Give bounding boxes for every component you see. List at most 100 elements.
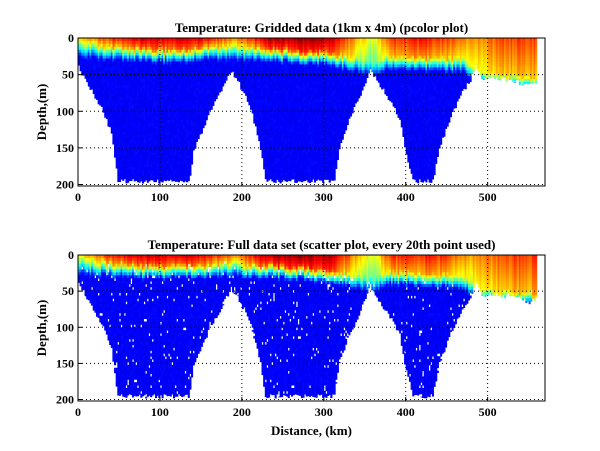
cell [125,122,128,127]
cell [141,140,144,144]
cell [118,131,121,136]
cell [140,122,143,127]
cell [132,134,135,139]
cell [179,76,182,80]
cell [177,76,180,80]
cell [125,64,128,68]
cell [104,87,107,92]
cell [81,49,84,54]
cell [114,90,117,95]
cell [99,90,102,95]
cell [114,128,117,133]
cell [148,164,151,168]
cell [141,87,144,92]
cell [174,111,177,115]
cell [150,46,153,51]
cell [125,155,128,159]
cell [122,84,125,89]
cell [177,67,180,71]
cell [132,70,135,74]
cell [176,64,179,68]
cell [100,87,103,92]
cell [177,38,180,42]
cell [127,155,130,159]
cell [89,52,92,56]
cell [150,58,153,62]
cell [159,58,162,62]
cell [146,137,149,141]
cell [166,161,169,165]
cell [166,152,169,156]
cell [141,61,144,65]
cell [94,38,97,42]
cell [133,87,136,92]
cell [151,38,154,42]
cell [171,61,174,65]
cell [138,40,141,45]
cell [117,40,120,45]
cell [163,172,166,177]
cell [155,64,158,68]
cell [169,158,172,162]
cell [123,134,126,139]
cell [151,134,154,139]
cell [104,64,107,68]
cell [143,172,146,177]
cell [107,40,110,45]
cell [96,79,99,83]
cell [173,128,176,133]
cell [148,70,151,74]
cell [135,146,138,150]
cell [127,169,130,174]
cell [150,137,153,141]
cell [171,96,174,100]
cell [155,108,158,112]
cell [128,67,131,71]
cell [136,158,140,162]
cell [91,49,94,54]
cell [171,114,174,118]
cell [133,64,136,68]
cell [136,152,140,156]
cell [171,166,174,171]
cell [181,161,184,165]
cell [176,43,179,48]
cell [100,96,103,100]
cell [100,99,103,103]
cell [84,43,87,48]
cell [168,67,171,71]
cell [155,178,158,182]
cell [158,172,161,177]
cell [171,87,174,92]
cell [148,172,151,177]
cell [141,111,144,115]
cell [132,40,135,45]
cell [150,175,153,180]
cell [117,76,120,80]
cell [148,76,151,80]
cell [132,46,135,51]
cell [86,38,89,42]
cell [163,43,166,48]
cell [122,120,125,124]
cell [105,96,108,100]
cell [158,64,161,68]
cell [161,149,164,153]
cell [143,169,146,174]
cell [174,40,177,45]
cell [151,143,154,147]
cell [155,61,158,65]
cell [99,102,102,106]
cell [171,152,174,156]
cell [109,38,112,42]
cell [176,125,179,130]
cell [148,58,151,62]
cell [150,169,153,174]
cell [135,76,138,80]
cell [195,140,199,142]
cell [105,70,108,74]
cell [123,175,126,180]
cell [125,79,128,83]
cell [163,134,166,139]
cell [159,161,162,165]
